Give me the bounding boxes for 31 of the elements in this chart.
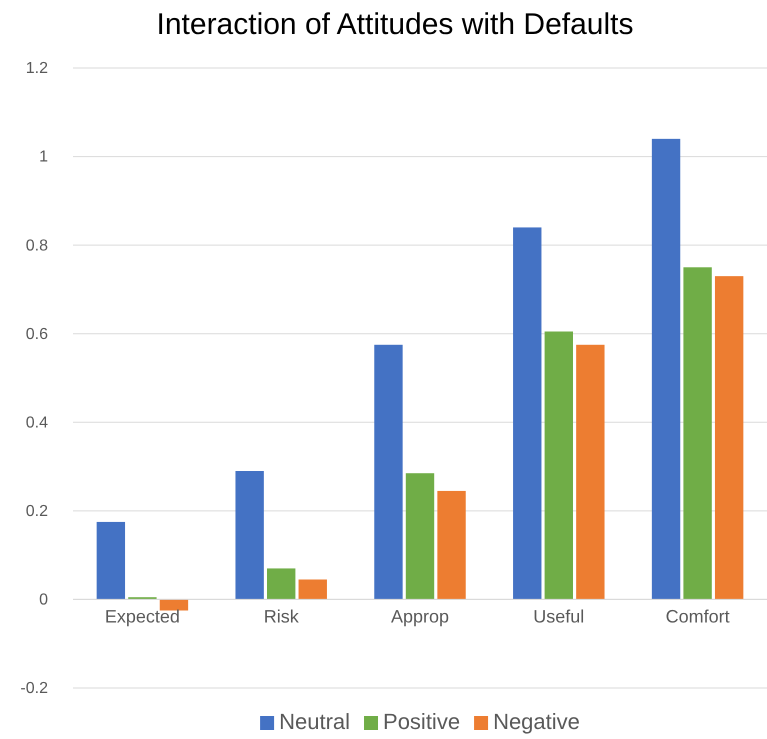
bar <box>437 490 466 600</box>
bar <box>576 344 605 600</box>
x-tick-label: Risk <box>264 606 300 626</box>
bar <box>406 473 434 600</box>
legend-label: Positive <box>383 709 460 734</box>
bar <box>714 276 744 600</box>
bar <box>160 599 188 610</box>
bar <box>544 332 573 600</box>
x-tick-label: Expected <box>104 606 180 626</box>
y-tick-label: 0 <box>39 592 48 609</box>
legend-label: Neutral <box>279 709 350 734</box>
y-tick-label: 0.4 <box>26 414 48 432</box>
bar <box>96 522 126 600</box>
chart-title: Interaction of Attitudes with Defaults <box>156 8 634 41</box>
bar <box>652 138 680 600</box>
bar <box>298 580 327 600</box>
y-tick-label: 1.2 <box>26 60 48 78</box>
bar <box>513 227 542 600</box>
y-tick-label: 0.2 <box>26 502 48 520</box>
bar <box>374 344 403 600</box>
legend-label: Negative <box>493 709 580 734</box>
x-tick-label: Useful <box>533 606 584 626</box>
y-tick-label: -0.2 <box>20 680 48 698</box>
x-tick-label: Approp <box>390 606 450 626</box>
bar <box>683 267 712 600</box>
bar <box>235 471 264 600</box>
y-tick-label: 0.8 <box>26 237 48 254</box>
y-tick-label: 0.6 <box>26 326 48 343</box>
bar <box>267 568 296 600</box>
x-tick-label: Comfort <box>666 606 730 626</box>
y-tick-label: 1 <box>39 148 48 166</box>
